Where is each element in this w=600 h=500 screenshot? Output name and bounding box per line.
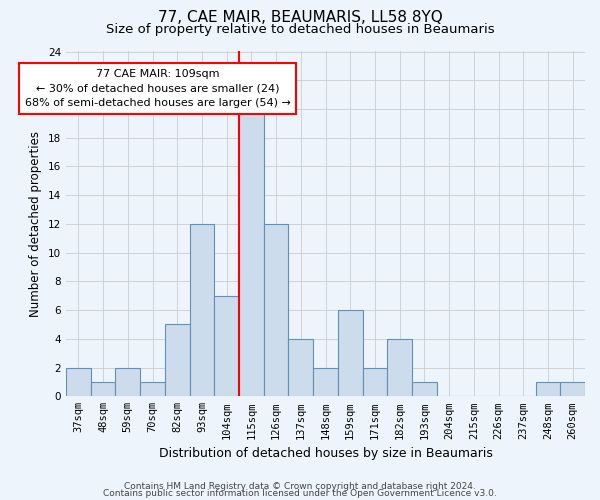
- Bar: [560, 382, 585, 396]
- Bar: [91, 382, 115, 396]
- Text: Contains HM Land Registry data © Crown copyright and database right 2024.: Contains HM Land Registry data © Crown c…: [124, 482, 476, 491]
- Y-axis label: Number of detached properties: Number of detached properties: [29, 131, 43, 317]
- Bar: [115, 368, 140, 396]
- Bar: [313, 368, 338, 396]
- Bar: [214, 296, 239, 396]
- Bar: [362, 368, 387, 396]
- Bar: [289, 339, 313, 396]
- Bar: [66, 368, 91, 396]
- Bar: [239, 109, 264, 397]
- Bar: [190, 224, 214, 396]
- Bar: [338, 310, 362, 396]
- Bar: [140, 382, 165, 396]
- Text: 77, CAE MAIR, BEAUMARIS, LL58 8YQ: 77, CAE MAIR, BEAUMARIS, LL58 8YQ: [158, 10, 442, 25]
- Text: Size of property relative to detached houses in Beaumaris: Size of property relative to detached ho…: [106, 22, 494, 36]
- X-axis label: Distribution of detached houses by size in Beaumaris: Distribution of detached houses by size …: [158, 447, 493, 460]
- Text: Contains public sector information licensed under the Open Government Licence v3: Contains public sector information licen…: [103, 490, 497, 498]
- Bar: [264, 224, 289, 396]
- Text: 77 CAE MAIR: 109sqm
← 30% of detached houses are smaller (24)
68% of semi-detach: 77 CAE MAIR: 109sqm ← 30% of detached ho…: [25, 68, 290, 108]
- Bar: [165, 324, 190, 396]
- Bar: [536, 382, 560, 396]
- Bar: [412, 382, 437, 396]
- Bar: [387, 339, 412, 396]
